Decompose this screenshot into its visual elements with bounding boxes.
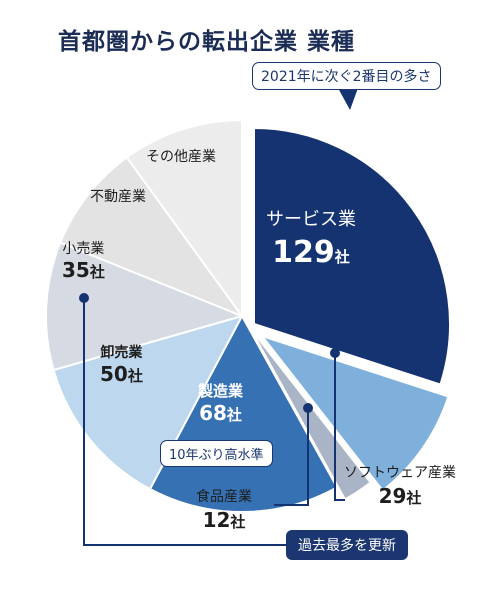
label-manufacturing-value: 68社 bbox=[198, 401, 243, 425]
label-realestate-name: 不動産業 bbox=[90, 189, 146, 205]
chart-title: 首都圏からの転出企業 業種 bbox=[58, 29, 356, 55]
slice-0 bbox=[253, 126, 451, 386]
label-food-name: 食品産業 bbox=[196, 489, 252, 505]
label-software-value: 29社 bbox=[344, 484, 456, 508]
label-software: ソフトウェア産業 29社 bbox=[344, 462, 456, 508]
slice-1 bbox=[259, 334, 450, 492]
callout-second-place: 2021年に次ぐ2番目の多さ bbox=[252, 62, 441, 90]
label-retail-value: 35社 bbox=[62, 258, 105, 282]
label-food-value: 12社 bbox=[196, 508, 252, 532]
label-manufacturing: 製造業 68社 bbox=[198, 380, 243, 425]
label-food: 食品産業 12社 bbox=[196, 486, 252, 532]
leader-lines bbox=[79, 293, 345, 546]
leader-food bbox=[274, 408, 309, 506]
service-value: 129 bbox=[272, 235, 335, 270]
software-value: 29 bbox=[378, 484, 407, 508]
leader-software bbox=[334, 353, 345, 501]
label-other: その他産業 bbox=[146, 146, 216, 166]
leader-retail bbox=[83, 298, 286, 546]
service-unit: 社 bbox=[334, 248, 350, 266]
label-wholesale-value: 50社 bbox=[100, 362, 143, 386]
badge-record-high: 過去最多を更新 bbox=[286, 530, 408, 560]
slice-6 bbox=[58, 156, 245, 319]
leader-food-dot bbox=[303, 403, 313, 413]
software-unit: 社 bbox=[406, 489, 422, 507]
leader-software-dot bbox=[330, 348, 340, 358]
food-unit: 社 bbox=[230, 513, 246, 531]
label-other-name: その他産業 bbox=[146, 149, 216, 165]
wholesale-unit: 社 bbox=[127, 367, 143, 385]
label-service-value: 129社 bbox=[266, 235, 356, 270]
manufacturing-unit: 社 bbox=[226, 406, 242, 424]
callout-pointer bbox=[338, 88, 358, 110]
callout-ten-year-high: 10年ぶり高水準 bbox=[160, 440, 273, 467]
label-wholesale: 卸売業 50社 bbox=[100, 342, 143, 386]
leader-retail-dot bbox=[79, 293, 89, 303]
label-retail-name: 小売業 bbox=[62, 241, 105, 257]
wholesale-value: 50 bbox=[100, 362, 128, 386]
label-wholesale-name: 卸売業 bbox=[100, 345, 143, 361]
retail-value: 35 bbox=[62, 258, 90, 282]
retail-unit: 社 bbox=[89, 263, 105, 281]
label-realestate: 不動産業 bbox=[90, 186, 146, 206]
slice-7 bbox=[125, 118, 243, 320]
label-retail: 小売業 35社 bbox=[62, 238, 105, 282]
label-manufacturing-name: 製造業 bbox=[198, 382, 244, 400]
slice-4 bbox=[52, 314, 244, 491]
food-value: 12 bbox=[202, 508, 231, 532]
manufacturing-value: 68 bbox=[199, 401, 227, 425]
slice-2 bbox=[249, 327, 373, 501]
label-service: サービス業 129社 bbox=[266, 205, 356, 270]
slice-5 bbox=[45, 241, 246, 372]
label-software-name: ソフトウェア産業 bbox=[344, 465, 456, 481]
label-service-name: サービス業 bbox=[266, 209, 356, 230]
